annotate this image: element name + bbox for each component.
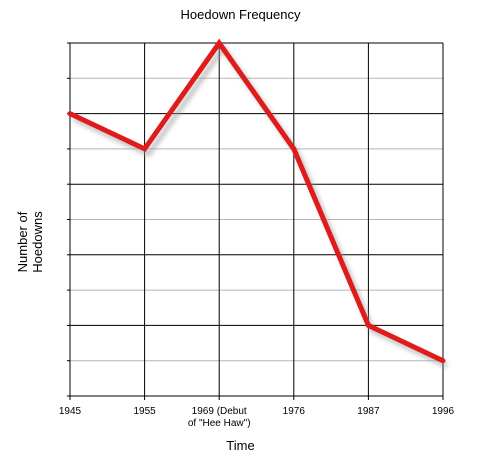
x-tick-labels: 1945 1955 1969 (Debut of "Hee Haw") 1976 1987… [59, 406, 455, 429]
series-group [67, 38, 449, 368]
x-tick-label: 1976 [283, 406, 306, 417]
x-tick-label: 1945 [59, 406, 82, 417]
series-line [67, 38, 446, 364]
x-tick-label: 1955 [133, 406, 156, 417]
grid [67, 42, 444, 400]
x-axis-label: Time [226, 438, 255, 453]
series-line-shadow [72, 43, 449, 368]
x-tick-label: 1987 [357, 406, 380, 417]
x-tick-label: 1996 [432, 406, 455, 417]
chart-title: Hoedown Frequency [180, 7, 301, 22]
x-tick-label: 1969 (Debut of "Hee Haw") [188, 406, 251, 429]
